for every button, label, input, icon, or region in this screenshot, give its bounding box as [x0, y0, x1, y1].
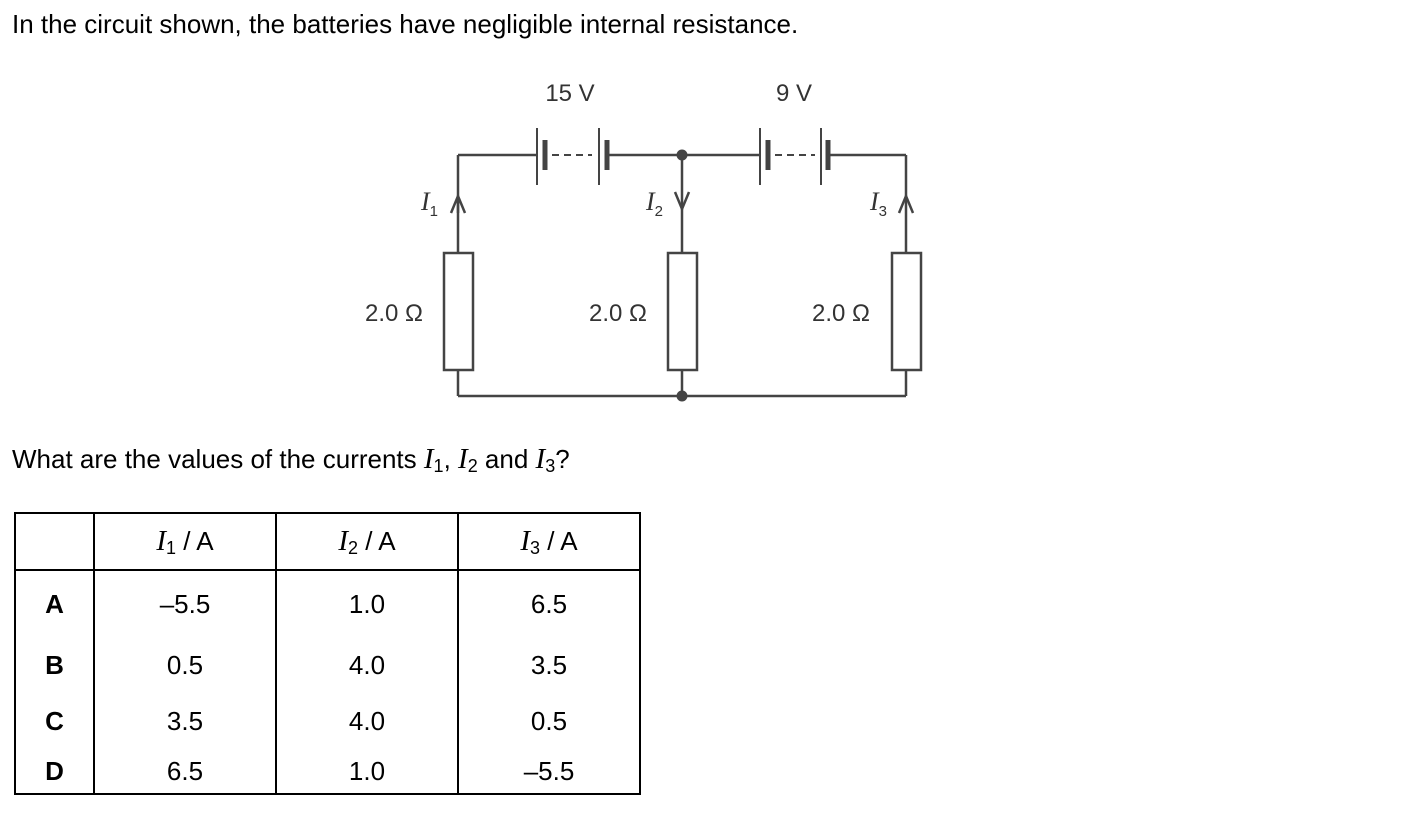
battery-15v	[536, 128, 610, 185]
resistor-left	[442, 251, 475, 372]
table-cell: 4.0	[275, 637, 459, 693]
table-row: A –5.5 1.0 6.5	[14, 570, 641, 637]
option-label: B	[14, 637, 95, 693]
column-header-i2: I2 / A	[275, 512, 459, 571]
battery-9v	[759, 128, 831, 185]
table-corner-cell	[14, 512, 95, 571]
option-label: C	[14, 693, 95, 749]
option-label: A	[14, 570, 95, 637]
table-cell: 3.5	[93, 693, 277, 749]
table-cell: 4.0	[275, 693, 459, 749]
resistor-label-right: 2.0 Ω	[812, 300, 870, 327]
battery-left-label: 15 V	[545, 80, 594, 107]
table-cell: –5.5	[457, 749, 641, 795]
resistor-middle	[666, 251, 699, 372]
resistor-label-middle: 2.0 Ω	[589, 300, 647, 327]
table-cell: 1.0	[275, 570, 459, 637]
table-cell: 3.5	[457, 637, 641, 693]
question-text: What are the values of the currents I1, …	[12, 443, 570, 476]
table-cell: 6.5	[93, 749, 277, 795]
table-cell: 0.5	[93, 637, 277, 693]
table-cell: 0.5	[457, 693, 641, 749]
junction-bottom	[676, 390, 688, 402]
column-header-i3: I3 / A	[457, 512, 641, 571]
option-label: D	[14, 749, 95, 795]
arrow-up-icon	[449, 192, 467, 214]
table-row: B 0.5 4.0 3.5	[14, 637, 641, 693]
table-cell: 6.5	[457, 570, 641, 637]
table-row: C 3.5 4.0 0.5	[14, 693, 641, 749]
intro-text: In the circuit shown, the batteries have…	[12, 9, 799, 39]
table-header-row: I1 / A I2 / A I3 / A	[14, 512, 641, 571]
table-cell: 1.0	[275, 749, 459, 795]
table-cell: –5.5	[93, 570, 277, 637]
answer-table: I1 / A I2 / A I3 / A A –5.5 1.0 6.5 B 0.…	[14, 512, 641, 795]
resistor-label-left: 2.0 Ω	[365, 300, 423, 327]
column-header-i1: I1 / A	[93, 512, 277, 571]
table-row: D 6.5 1.0 –5.5	[14, 749, 641, 795]
current-label-i2: I2	[645, 187, 663, 220]
arrow-up-icon	[897, 192, 915, 214]
current-label-i1: I1	[420, 187, 438, 220]
arrow-down-icon	[673, 191, 691, 213]
circuit-diagram: 15 V 9 V I1 I2 I3 2.0 Ω 2.0 Ω 2.0 Ω	[365, 80, 923, 402]
battery-right-label: 9 V	[776, 80, 812, 107]
resistor-right	[890, 251, 923, 372]
junction-top	[676, 149, 688, 161]
current-label-i3: I3	[869, 187, 887, 220]
